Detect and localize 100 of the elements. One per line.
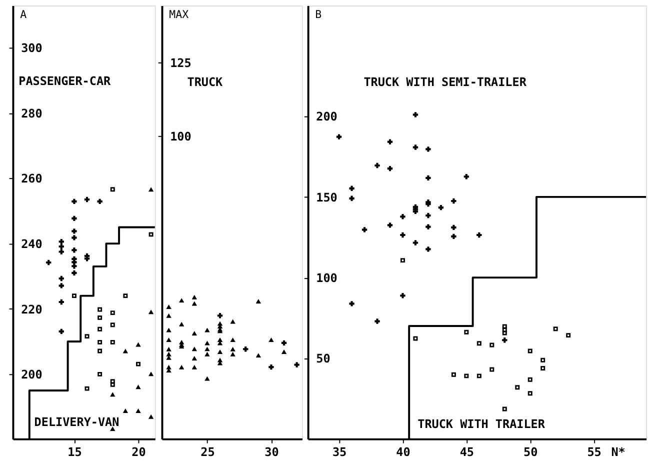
y-tick-label: 280 [21, 106, 42, 120]
point [426, 224, 431, 230]
x-tick-label: 50 [524, 444, 538, 459]
point [192, 356, 197, 360]
y-tick-label: 200 [316, 110, 338, 124]
point [349, 186, 354, 191]
point [110, 340, 115, 344]
point [98, 340, 102, 344]
y-tick-label: 200 [21, 368, 42, 382]
y-tick-label: 220 [21, 302, 42, 316]
point [243, 346, 248, 352]
point [123, 294, 128, 298]
point [217, 350, 223, 354]
point [476, 341, 482, 346]
point [72, 198, 77, 204]
point [540, 366, 546, 370]
point [204, 346, 210, 352]
x-tick-label: 25 [200, 444, 215, 459]
point [179, 322, 184, 326]
point [136, 384, 141, 390]
point [110, 382, 115, 387]
point [387, 222, 393, 228]
y-tick-label: 50 [316, 352, 330, 366]
y-axis-title: A [20, 8, 28, 21]
point [230, 346, 236, 352]
annotation: TRUCK [187, 74, 224, 89]
point [566, 333, 571, 338]
point [166, 313, 172, 318]
point [192, 301, 197, 306]
point [58, 249, 64, 254]
x-tick-label: 55 [587, 444, 602, 459]
y-axis-title: B [315, 8, 322, 21]
point [148, 187, 154, 192]
point [97, 198, 102, 204]
point [179, 298, 184, 303]
point [72, 235, 77, 240]
point [374, 162, 380, 168]
point [72, 228, 77, 234]
x-tick-label: 15 [68, 444, 82, 459]
y-axis-title: MAX [169, 8, 190, 21]
x-tick-label: 35 [332, 444, 347, 459]
point [166, 328, 172, 332]
point [98, 326, 102, 332]
point [400, 214, 406, 220]
point [400, 293, 406, 298]
point [553, 326, 558, 332]
point [426, 175, 431, 181]
point [362, 227, 368, 232]
point [58, 244, 64, 250]
point [464, 174, 470, 180]
point [400, 258, 405, 263]
point [204, 352, 210, 356]
point [412, 144, 418, 150]
point [136, 362, 140, 366]
y-tick-label: 240 [21, 236, 42, 251]
point [72, 270, 77, 276]
point [166, 337, 172, 342]
point [464, 330, 469, 334]
point [451, 198, 456, 204]
point [400, 232, 406, 238]
point [451, 234, 456, 240]
point [148, 414, 154, 419]
point [528, 391, 532, 396]
point [528, 377, 532, 382]
point [502, 406, 507, 412]
x-tick-label: 30 [264, 444, 279, 459]
x-axis-title: N* [611, 444, 626, 459]
point [502, 324, 507, 329]
point [192, 331, 197, 336]
point [72, 248, 77, 253]
point [58, 239, 64, 244]
point [110, 322, 115, 328]
annotation: PASSENGER-CAR [18, 74, 112, 88]
point [166, 304, 172, 310]
point [166, 346, 172, 352]
point [412, 112, 418, 118]
point [72, 264, 77, 269]
point [256, 298, 262, 304]
point [490, 367, 494, 372]
point [58, 328, 64, 334]
point [98, 315, 102, 320]
point [502, 338, 508, 343]
point [204, 376, 210, 381]
y-tick-label: 260 [21, 172, 42, 186]
point [110, 310, 115, 316]
point [136, 408, 141, 414]
point [528, 348, 532, 354]
point [98, 348, 102, 354]
point [84, 334, 90, 339]
point [230, 337, 236, 342]
y-tick-label: 100 [170, 129, 192, 144]
point [451, 224, 456, 230]
point [490, 342, 494, 348]
y-tick-label: 150 [316, 190, 338, 204]
point [256, 353, 262, 358]
point [192, 364, 197, 370]
point [84, 386, 90, 391]
point [98, 307, 102, 312]
annotation: DELIVERY-VAN [34, 415, 120, 430]
y-tick-label: 300 [21, 41, 42, 56]
